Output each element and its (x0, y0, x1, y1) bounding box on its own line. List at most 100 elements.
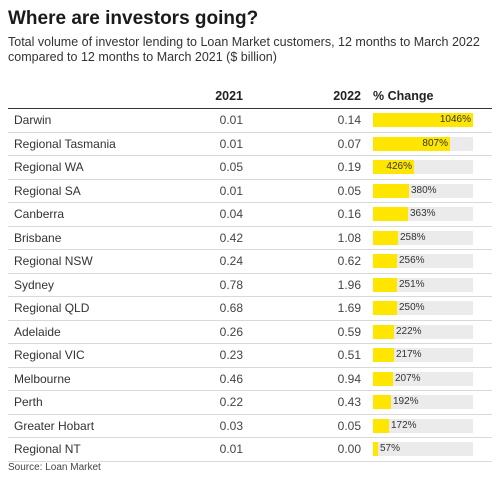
chart-title: Where are investors going? (8, 8, 259, 29)
row-value-2022: 1.69 (243, 296, 361, 321)
row-value-2021: 0.01 (183, 108, 243, 133)
bar-track: 258% (373, 230, 473, 245)
row-pct-change: 807% (361, 132, 492, 156)
table-row: Perth 0.22 0.43 192% (8, 390, 492, 415)
row-region: Brisbane (8, 226, 183, 250)
bar (373, 324, 394, 339)
bar-track: 217% (373, 348, 473, 363)
row-pct-change: 207% (361, 367, 492, 391)
row-pct-change: 426% (361, 155, 492, 180)
row-pct-change: 217% (361, 343, 492, 368)
bar-track: 807% (373, 136, 473, 151)
row-value-2021: 0.26 (183, 320, 243, 344)
row-region: Darwin (8, 108, 183, 133)
row-region: Regional Tasmania (8, 132, 183, 156)
row-value-2022: 0.16 (243, 202, 361, 227)
bar-label: 807% (422, 137, 448, 149)
row-region: Greater Hobart (8, 414, 183, 438)
row-value-2021: 0.03 (183, 414, 243, 438)
table-row: Melbourne 0.46 0.94 207% (8, 367, 492, 391)
bar-label: 192% (393, 396, 419, 408)
bar (373, 230, 398, 245)
row-region: Regional NT (8, 437, 183, 462)
bar-label: 426% (386, 161, 412, 173)
table-row: Regional SA 0.01 0.05 380% (8, 179, 492, 203)
row-value-2022: 0.94 (243, 367, 361, 391)
row-value-2022: 0.43 (243, 390, 361, 415)
bar-label: 207% (395, 372, 421, 384)
bar-track: 192% (373, 395, 473, 410)
bar (373, 418, 389, 433)
row-region: Regional QLD (8, 296, 183, 321)
row-value-2021: 0.05 (183, 155, 243, 180)
bar-label: 380% (411, 184, 437, 196)
table-row: Regional Tasmania 0.01 0.07 807% (8, 132, 492, 156)
bar-track: 250% (373, 301, 473, 316)
row-value-2022: 0.51 (243, 343, 361, 368)
row-pct-change: 258% (361, 226, 492, 250)
row-value-2021: 0.42 (183, 226, 243, 250)
row-value-2022: 1.08 (243, 226, 361, 250)
table-row: Greater Hobart 0.03 0.05 172% (8, 414, 492, 438)
row-region: Adelaide (8, 320, 183, 344)
table-body: Darwin 0.01 0.14 1046% Regional Tasmania 0.01… (8, 108, 492, 462)
table-row: Regional WA 0.05 0.19 426% (8, 155, 492, 180)
row-pct-change: 363% (361, 202, 492, 227)
bar (373, 301, 397, 316)
bar-label: 1046% (439, 114, 471, 126)
table-row: Regional NSW 0.24 0.62 256% (8, 249, 492, 274)
header-pct-change: % Change (361, 84, 492, 109)
bar-track: 1046% (373, 113, 473, 128)
bar (373, 442, 378, 457)
table-row: Regional NT 0.01 0.00 57% (8, 437, 492, 462)
bar-track: 172% (373, 418, 473, 433)
bar (373, 160, 414, 175)
row-region: Regional SA (8, 179, 183, 203)
row-region: Canberra (8, 202, 183, 227)
row-pct-change: 1046% (361, 108, 492, 133)
bar-label: 250% (399, 302, 425, 314)
row-value-2022: 0.07 (243, 132, 361, 156)
bar-label: 222% (396, 325, 422, 337)
row-value-2022: 1.96 (243, 273, 361, 297)
row-value-2022: 0.05 (243, 179, 361, 203)
row-value-2022: 0.14 (243, 108, 361, 133)
bar (373, 277, 397, 292)
bar (373, 113, 473, 128)
row-pct-change: 57% (361, 437, 492, 462)
table-row: Regional QLD 0.68 1.69 250% (8, 296, 492, 321)
row-pct-change: 256% (361, 249, 492, 274)
row-value-2021: 0.78 (183, 273, 243, 297)
row-pct-change: 251% (361, 273, 492, 297)
table-row: Brisbane 0.42 1.08 258% (8, 226, 492, 250)
bar-label: 172% (391, 419, 417, 431)
bar-track: 57% (373, 442, 473, 457)
bar-track: 363% (373, 207, 473, 222)
row-value-2021: 0.22 (183, 390, 243, 415)
row-value-2021: 0.01 (183, 132, 243, 156)
bar-track: 251% (373, 277, 473, 292)
row-value-2021: 0.23 (183, 343, 243, 368)
table-row: Adelaide 0.26 0.59 222% (8, 320, 492, 344)
table-row: Canberra 0.04 0.16 363% (8, 202, 492, 227)
row-value-2022: 0.00 (243, 437, 361, 462)
row-value-2022: 0.19 (243, 155, 361, 180)
header-2021: 2021 (183, 84, 243, 109)
row-pct-change: 380% (361, 179, 492, 203)
row-value-2021: 0.24 (183, 249, 243, 274)
row-value-2021: 0.01 (183, 179, 243, 203)
header-2022: 2022 (243, 84, 361, 109)
table-row: Regional VIC 0.23 0.51 217% (8, 343, 492, 368)
header-row: 2021 2022 % Change (8, 84, 492, 109)
bar (373, 207, 408, 222)
row-pct-change: 250% (361, 296, 492, 321)
bar (373, 371, 393, 386)
row-value-2022: 0.59 (243, 320, 361, 344)
bar-track: 256% (373, 254, 473, 269)
bar (373, 136, 450, 151)
bar-label: 251% (399, 278, 425, 290)
table-row: Darwin 0.01 0.14 1046% (8, 108, 492, 133)
bar (373, 183, 409, 198)
row-value-2021: 0.46 (183, 367, 243, 391)
bar-track: 426% (373, 160, 473, 175)
